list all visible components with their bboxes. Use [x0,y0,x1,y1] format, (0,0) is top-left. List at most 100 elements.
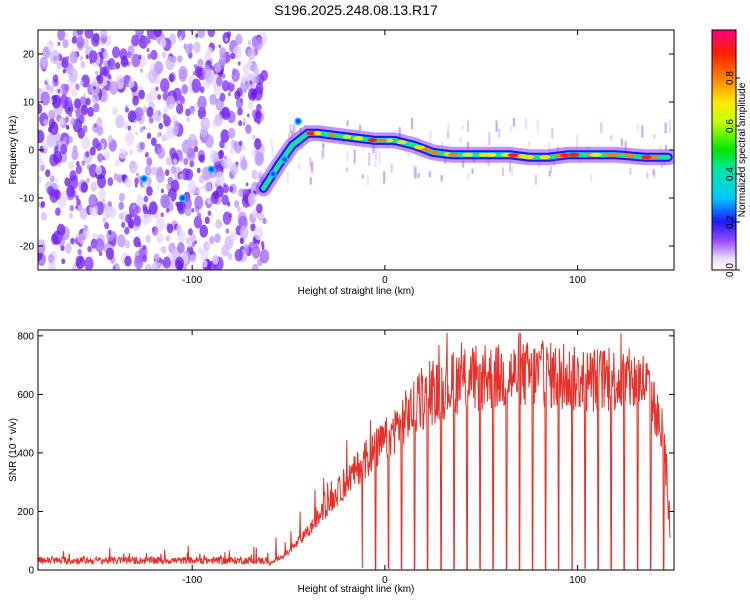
ridge-hotspot [386,138,394,143]
noise-blob [161,51,167,59]
noise-streak [345,167,348,173]
noise-blob [177,242,185,254]
noise-blob [93,102,100,113]
noise-blob [212,254,219,265]
noise-blob [102,217,107,224]
noise-blob [94,238,105,253]
noise-blob [221,194,229,206]
noise-streak [536,119,539,133]
noise-blob [112,106,118,116]
spectrogram-x-ticks: -100 0 100 [182,30,586,286]
noise-blob [245,124,252,134]
colorbar-gradient [712,30,736,270]
noise-blob [195,33,199,38]
noise-blob [183,157,189,166]
noise-blob [190,254,197,263]
noise-blob [205,70,214,84]
noise-streak [290,130,293,139]
noise-blob [162,256,171,269]
noise-blob [138,42,142,47]
noise-blob [171,125,179,136]
noise-blob [54,132,61,142]
noise-blob [146,106,154,118]
noise-streak [428,171,431,178]
colorbar-tick-label: 0.6 [725,119,736,133]
noise-blob [68,212,73,219]
noise-blob [153,253,160,263]
ridge-hotspot [328,132,335,137]
ridge-hotspot [462,152,474,157]
ridge-hotspot [507,153,520,158]
noise-blob [125,104,128,109]
noise-blob [57,41,61,46]
noise-blob [77,248,82,256]
noise-blob [238,120,243,127]
ridge-hotspot [539,155,551,160]
noise-blob [88,50,98,64]
noise-blob [56,61,62,70]
noise-blob [145,72,150,79]
ridge-hotspot [589,152,602,157]
colorbar: 0.0 0.2 0.4 0.6 0.8 Normalized spectral ampl… [711,29,748,277]
noise-blob [124,132,135,147]
noise-blob [158,122,163,130]
noise-streak [413,163,416,177]
noise-blob [58,117,64,126]
noise-streak [359,124,362,131]
noise-blob [69,51,78,64]
noise-blob [224,145,228,150]
noise-streak [512,117,515,127]
noise-blob [139,126,144,133]
noise-blob [64,116,70,123]
noise-blob [52,74,59,83]
noise-blob [196,212,202,220]
snr-x-label: Height of straight line (km) [298,584,415,595]
noise-streak [652,168,655,175]
noise-blob [187,180,197,195]
noise-blob [134,255,144,270]
noise-blob [239,237,244,245]
ridge-hotspot [478,152,489,157]
noise-blob [147,53,152,60]
ridge-hotspot [430,150,439,155]
colorbar-label: Normalized spectral amplitude [737,82,748,217]
noise-streak [366,175,369,186]
y-tick-label: 20 [23,50,35,61]
colorbar-tick-label: 0.8 [725,71,736,85]
noise-blob [253,226,264,241]
snr-area [38,332,671,570]
noise-blob [75,165,82,175]
noise-blob [219,139,225,149]
noise-blob [159,258,164,265]
noise-blob [162,113,167,120]
noise-blob [196,167,201,174]
noise-blob [135,205,141,214]
noise-blob [156,232,164,244]
noise-blob [157,94,162,100]
noise-blob [247,40,252,46]
colorbar-ticks: 0.0 0.2 0.4 0.6 0.8 [725,71,740,277]
noise-blob [184,205,192,217]
noise-streak [653,134,656,139]
noise-blob [148,116,154,124]
noise-blob [159,246,163,252]
noise-blob [262,217,267,225]
noise-blob [238,140,243,147]
noise-blob [53,145,59,153]
noise-blob [160,38,167,48]
x-tick-label: 100 [569,275,586,286]
x-tick-label: 0 [382,575,388,586]
ridge-hotspot [568,152,580,157]
noise-blob [240,159,248,171]
noise-blob [151,262,158,270]
noise-streak [610,135,613,141]
noise-blob [146,48,150,53]
noise-blob [175,201,179,207]
noise-blob [100,30,108,38]
noise-blob [160,188,165,194]
noise-blob [142,126,146,130]
noise-blob [141,114,145,120]
colorbar-tick-label: 0.2 [725,215,736,229]
noise-streak [467,141,470,150]
